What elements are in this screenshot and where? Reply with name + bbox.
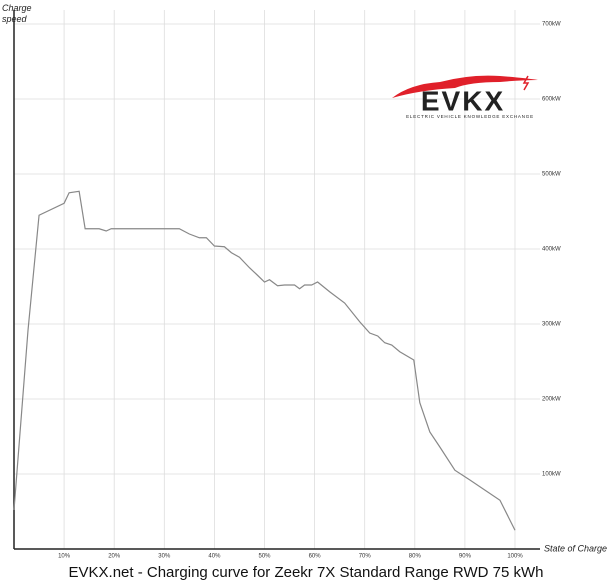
x-tick-label: 70% (359, 554, 372, 560)
chart-title: EVKX.net - Charging curve for Zeekr 7X S… (69, 564, 544, 581)
y-tick-label: 200kW (542, 397, 561, 403)
line (13, 190, 516, 531)
x-tick-label: 60% (309, 554, 322, 560)
y-tick-label: 100kW (542, 472, 561, 478)
logo-car (392, 75, 538, 98)
x-tick-label: 30% (158, 554, 171, 560)
x-tick-label: 80% (409, 554, 422, 560)
x-tick-label: 10% (58, 554, 71, 560)
x-tick-label: 100% (507, 554, 523, 560)
y-tick-label: 600kW (542, 97, 561, 103)
y-tick-label: 500kW (542, 172, 561, 178)
x-axis-label: State of Charge (544, 543, 607, 553)
x-tick-label: 90% (459, 554, 472, 560)
logo: EVKX ELECTRIC VEHICLE KNOWLEDGE EXCHANGE (392, 75, 538, 119)
logo-tagline: ELECTRIC VEHICLE KNOWLEDGE EXCHANGE (406, 114, 534, 119)
x-tick-label: 20% (108, 554, 121, 560)
y-tick-label: 300kW (542, 322, 561, 328)
logo-name: EVKX (421, 85, 505, 116)
x-tick-label: 50% (258, 554, 271, 560)
x-tick-label: 40% (208, 554, 221, 560)
y-axis-label: Charge speed (2, 3, 32, 24)
y-tick-label: 400kW (542, 247, 561, 253)
y-tick-label: 700kW (542, 22, 561, 28)
logo-bolt (522, 75, 530, 91)
